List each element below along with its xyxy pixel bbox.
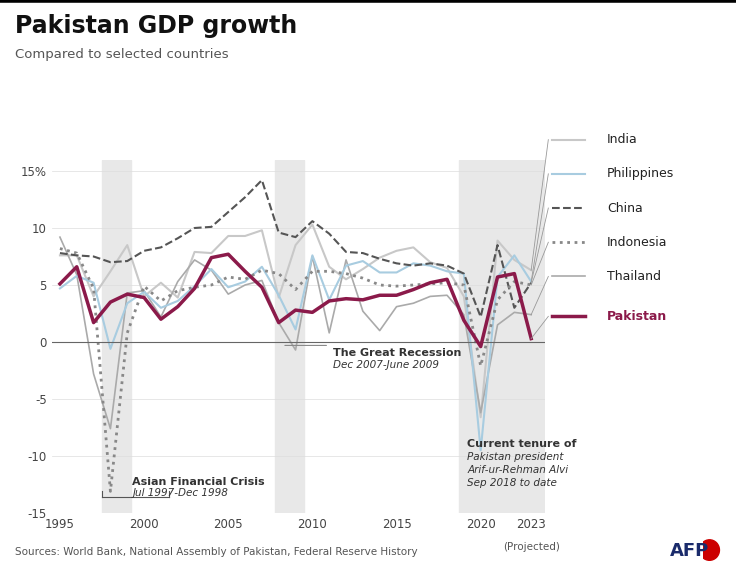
Circle shape [699, 540, 720, 560]
Text: Dec 2007-June 2009: Dec 2007-June 2009 [333, 360, 439, 370]
Text: Pakistan: Pakistan [607, 310, 668, 323]
Text: Compared to selected countries: Compared to selected countries [15, 48, 228, 62]
Text: Pakistan president
Arif-ur-Rehman Alvi
Sep 2018 to date: Pakistan president Arif-ur-Rehman Alvi S… [467, 439, 568, 488]
Text: Asian Financial Crisis: Asian Financial Crisis [132, 477, 265, 487]
Text: AFP: AFP [670, 542, 709, 560]
Bar [275, 160, 304, 513]
Text: Philippines: Philippines [607, 168, 674, 180]
Bar [459, 160, 545, 513]
Text: (Projected): (Projected) [503, 542, 559, 552]
Bar [102, 160, 130, 513]
Text: The Great Recession: The Great Recession [333, 348, 461, 358]
Text: Sources: World Bank, National Assembly of Pakistan, Federal Reserve History: Sources: World Bank, National Assembly o… [15, 547, 417, 557]
Text: India: India [607, 133, 638, 146]
Text: China: China [607, 202, 643, 214]
Text: Pakistan GDP growth: Pakistan GDP growth [15, 14, 297, 38]
Text: Indonesia: Indonesia [607, 236, 668, 249]
Text: Current tenure of: Current tenure of [467, 439, 577, 461]
Text: Jul 1997-Dec 1998: Jul 1997-Dec 1998 [132, 488, 228, 498]
Text: Thailand: Thailand [607, 270, 661, 283]
